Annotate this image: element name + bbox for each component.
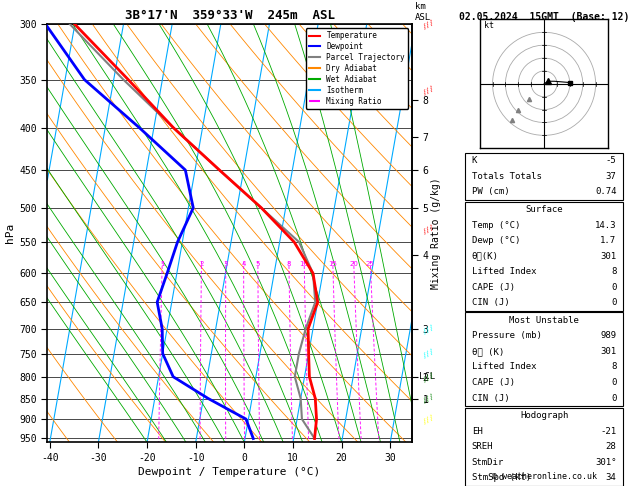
Text: 20: 20 (349, 261, 358, 267)
Text: 0: 0 (611, 298, 616, 307)
Text: CIN (J): CIN (J) (472, 394, 509, 402)
Text: 0.74: 0.74 (595, 188, 616, 196)
Y-axis label: Mixing Ratio (g/kg): Mixing Ratio (g/kg) (431, 177, 441, 289)
Text: -21: -21 (600, 427, 616, 435)
Text: 8: 8 (287, 261, 291, 267)
Text: 15: 15 (328, 261, 337, 267)
Text: 14.3: 14.3 (595, 221, 616, 229)
Text: 4: 4 (242, 261, 246, 267)
Text: StmSpd (kt): StmSpd (kt) (472, 473, 531, 482)
Text: 10: 10 (299, 261, 309, 267)
Text: ///: /// (421, 323, 435, 334)
Text: 301°: 301° (595, 458, 616, 467)
Text: ///: /// (421, 348, 435, 359)
Text: ///: /// (421, 413, 435, 425)
Text: 2: 2 (199, 261, 204, 267)
Text: K: K (472, 156, 477, 165)
Text: 301: 301 (600, 252, 616, 260)
Text: 301: 301 (600, 347, 616, 356)
Legend: Temperature, Dewpoint, Parcel Trajectory, Dry Adiabat, Wet Adiabat, Isotherm, Mi: Temperature, Dewpoint, Parcel Trajectory… (306, 28, 408, 109)
Text: ///: /// (421, 18, 435, 30)
Text: 8: 8 (611, 267, 616, 276)
Text: LCL: LCL (419, 372, 435, 381)
Text: 02.05.2024  15GMT  (Base: 12): 02.05.2024 15GMT (Base: 12) (459, 12, 629, 22)
Text: Dewp (°C): Dewp (°C) (472, 236, 520, 245)
Text: ///: /// (421, 393, 435, 404)
Text: 28: 28 (606, 442, 616, 451)
Text: 1: 1 (160, 261, 165, 267)
Text: 0: 0 (611, 378, 616, 387)
Text: Most Unstable: Most Unstable (509, 316, 579, 325)
Text: StmDir: StmDir (472, 458, 504, 467)
Text: Lifted Index: Lifted Index (472, 363, 537, 371)
Text: Surface: Surface (525, 205, 563, 214)
Text: 25: 25 (366, 261, 375, 267)
Text: km
ASL: km ASL (415, 2, 431, 22)
Text: 37: 37 (606, 172, 616, 181)
X-axis label: Dewpoint / Temperature (°C): Dewpoint / Temperature (°C) (138, 467, 321, 477)
Text: 989: 989 (600, 331, 616, 340)
Text: ///: /// (421, 84, 435, 96)
Text: CAPE (J): CAPE (J) (472, 378, 515, 387)
Text: Totals Totals: Totals Totals (472, 172, 542, 181)
Text: 1.7: 1.7 (600, 236, 616, 245)
Text: PW (cm): PW (cm) (472, 188, 509, 196)
Text: Lifted Index: Lifted Index (472, 267, 537, 276)
Text: EH: EH (472, 427, 482, 435)
Text: 5: 5 (255, 261, 260, 267)
Text: © weatheronline.co.uk: © weatheronline.co.uk (492, 472, 596, 481)
Text: Hodograph: Hodograph (520, 411, 568, 420)
Text: 34: 34 (606, 473, 616, 482)
Title: 3B°17'N  359°33'W  245m  ASL: 3B°17'N 359°33'W 245m ASL (125, 9, 335, 22)
Text: CAPE (J): CAPE (J) (472, 283, 515, 292)
Text: -5: -5 (606, 156, 616, 165)
Text: Temp (°C): Temp (°C) (472, 221, 520, 229)
Text: ///: /// (421, 371, 435, 382)
Text: 8: 8 (611, 363, 616, 371)
Text: SREH: SREH (472, 442, 493, 451)
Text: Pressure (mb): Pressure (mb) (472, 331, 542, 340)
Text: θᴇ(K): θᴇ(K) (472, 252, 499, 260)
Text: 0: 0 (611, 394, 616, 402)
Text: 0: 0 (611, 283, 616, 292)
Text: kt: kt (484, 21, 494, 31)
Text: 3: 3 (223, 261, 228, 267)
Text: CIN (J): CIN (J) (472, 298, 509, 307)
Y-axis label: hPa: hPa (5, 223, 15, 243)
Text: θᴇ (K): θᴇ (K) (472, 347, 504, 356)
Text: ///: /// (421, 223, 435, 235)
